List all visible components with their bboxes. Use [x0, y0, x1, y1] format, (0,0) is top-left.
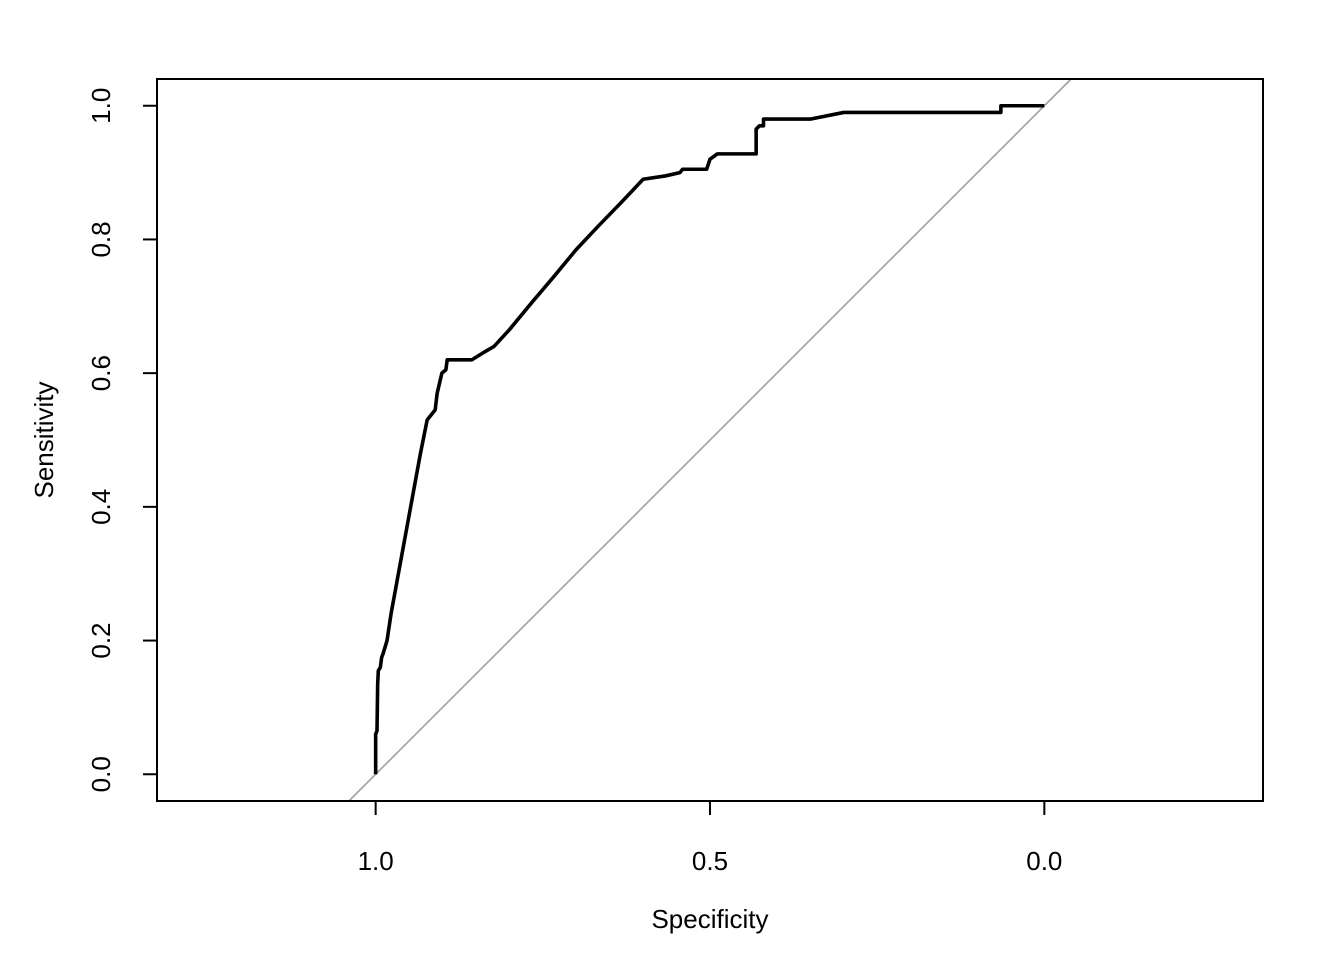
y-axis: 0.0 0.2 0.4 0.6 0.8 1.0: [86, 88, 158, 792]
y-tick-label: 0.6: [86, 355, 116, 391]
x-tick-label: 1.0: [358, 846, 394, 876]
x-tick-label: 0.5: [692, 846, 728, 876]
roc-curve-line: [373, 103, 1045, 775]
y-tick-label: 0.8: [86, 221, 116, 257]
x-axis-title: Specificity: [651, 904, 768, 934]
reference-diagonal-layer: [348, 78, 1072, 802]
y-tick-label: 1.0: [86, 88, 116, 124]
y-tick-label: 0.4: [86, 489, 116, 525]
roc-curve-layer: [373, 103, 1045, 775]
y-tick-label: 0.0: [86, 756, 116, 792]
x-tick-label: 0.0: [1026, 846, 1062, 876]
x-axis: 1.0 0.5 0.0: [358, 800, 1062, 876]
y-tick-label: 0.2: [86, 622, 116, 658]
reference-diagonal-line: [348, 78, 1072, 802]
y-axis-title: Sensitivity: [29, 381, 59, 498]
